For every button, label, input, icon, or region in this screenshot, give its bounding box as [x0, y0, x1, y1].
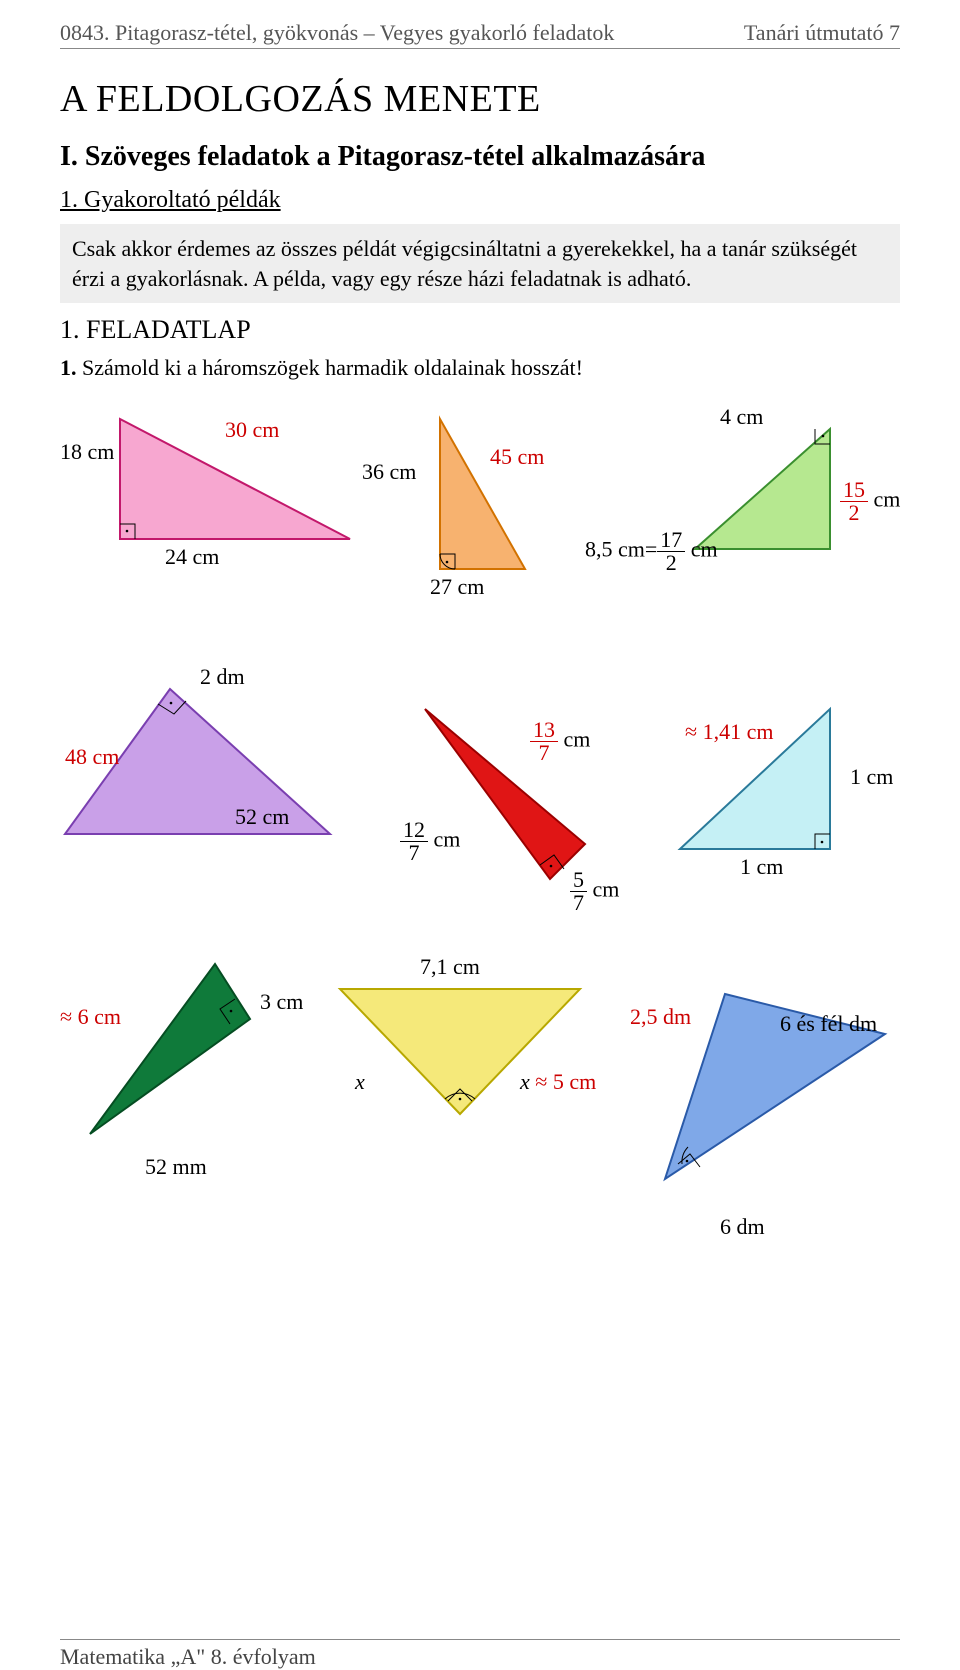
task-number: 1.	[60, 355, 77, 380]
t5-b-d: 7	[570, 892, 587, 914]
t7-bottom: 52 mm	[145, 1154, 207, 1180]
main-title: A FELDOLGOZÁS MENETE	[60, 77, 900, 121]
t8-right-x: x	[520, 1069, 530, 1094]
t9-right: 6 és fél dm	[780, 1011, 877, 1037]
t5-l-n: 12	[400, 819, 428, 842]
t7-left: ≈ 6 cm	[60, 1004, 121, 1030]
triangle-orange	[410, 409, 550, 589]
t3-left-unit: cm	[685, 537, 717, 562]
t2-bottom: 27 cm	[430, 574, 484, 600]
t5-left: 127 cm	[400, 819, 460, 864]
t3-r-unit: cm	[868, 487, 900, 512]
page-header: 0843. Pitagorasz-tétel, gyökvonás – Vegy…	[60, 20, 900, 49]
t3-left-den: 2	[657, 552, 685, 574]
sub-title: 1. Gyakoroltató példák	[60, 187, 900, 214]
t6-bottom: 1 cm	[740, 854, 783, 880]
t1-bottom: 24 cm	[165, 544, 219, 570]
t8-right: x ≈ 5 cm	[520, 1069, 596, 1095]
t3-r-num: 15	[840, 479, 868, 502]
page-footer: Matematika „A" 8. évfolyam	[60, 1639, 900, 1670]
t4-top: 2 dm	[200, 664, 245, 690]
task-1: 1. Számold ki a háromszögek harmadik old…	[60, 355, 900, 381]
t3-top: 4 cm	[720, 404, 763, 430]
header-left: 0843. Pitagorasz-tétel, gyökvonás – Vegy…	[60, 20, 614, 46]
t9-left: 2,5 dm	[630, 1004, 691, 1030]
t5-l-d: 7	[400, 842, 428, 864]
t1-left: 18 cm	[60, 439, 114, 465]
triangles-figure: 18 cm 30 cm 24 cm 36 cm 45 cm 27 cm 4 cm…	[60, 399, 900, 1279]
t2-left: 36 cm	[362, 459, 416, 485]
t3-left-pre: 8,5 cm=	[585, 537, 657, 562]
task-text: Számold ki a háromszögek harmadik oldala…	[77, 355, 583, 380]
t5-top-u: cm	[558, 727, 590, 752]
header-right: Tanári útmutató 7	[744, 20, 900, 46]
t6-right: 1 cm	[850, 764, 893, 790]
t4-left: 48 cm	[65, 744, 119, 770]
t5-top: 137 cm	[530, 719, 590, 764]
t3-left: 8,5 cm=172 cm	[585, 529, 718, 574]
t5-l-u: cm	[428, 827, 460, 852]
triangle-darkgreen	[80, 959, 280, 1149]
triangle-yellow	[330, 979, 590, 1129]
t9-bottom: 6 dm	[720, 1214, 765, 1240]
t5-b-u: cm	[587, 877, 619, 902]
t3-r-den: 2	[840, 502, 868, 524]
t5-bottom: 57 cm	[570, 869, 619, 914]
t8-right-val: ≈ 5 cm	[530, 1069, 596, 1094]
t2-hyp: 45 cm	[490, 444, 544, 470]
t3-right: 152 cm	[840, 479, 900, 524]
t5-b-n: 5	[570, 869, 587, 892]
gray-info-box: Csak akkor érdemes az összes példát végi…	[60, 224, 900, 303]
t4-bottom: 52 cm	[235, 804, 289, 830]
t1-hyp: 30 cm	[225, 417, 279, 443]
section-title: I. Szöveges feladatok a Pitagorasz-tétel…	[60, 141, 900, 173]
t7-right: 3 cm	[260, 989, 303, 1015]
t6-hyp: ≈ 1,41 cm	[685, 719, 773, 745]
t5-top-d: 7	[530, 742, 558, 764]
t8-left: x	[355, 1069, 365, 1095]
t3-left-num: 17	[657, 529, 685, 552]
t8-left-x: x	[355, 1069, 365, 1094]
feladatlap-heading: 1. FELADATLAP	[60, 315, 900, 345]
t5-top-n: 13	[530, 719, 558, 742]
t8-top: 7,1 cm	[420, 954, 480, 980]
